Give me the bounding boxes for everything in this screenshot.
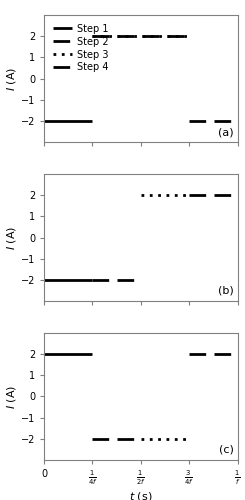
Y-axis label: $I$ (A): $I$ (A)	[5, 226, 18, 250]
Text: (b): (b)	[218, 286, 234, 296]
Text: (a): (a)	[218, 127, 234, 137]
X-axis label: $t$ (s): $t$ (s)	[129, 490, 153, 500]
Text: (c): (c)	[219, 445, 234, 455]
Y-axis label: $I$ (A): $I$ (A)	[5, 384, 18, 408]
Legend: Step 1, Step 2, Step 3, Step 4: Step 1, Step 2, Step 3, Step 4	[49, 20, 113, 76]
Y-axis label: $I$ (A): $I$ (A)	[5, 66, 18, 90]
